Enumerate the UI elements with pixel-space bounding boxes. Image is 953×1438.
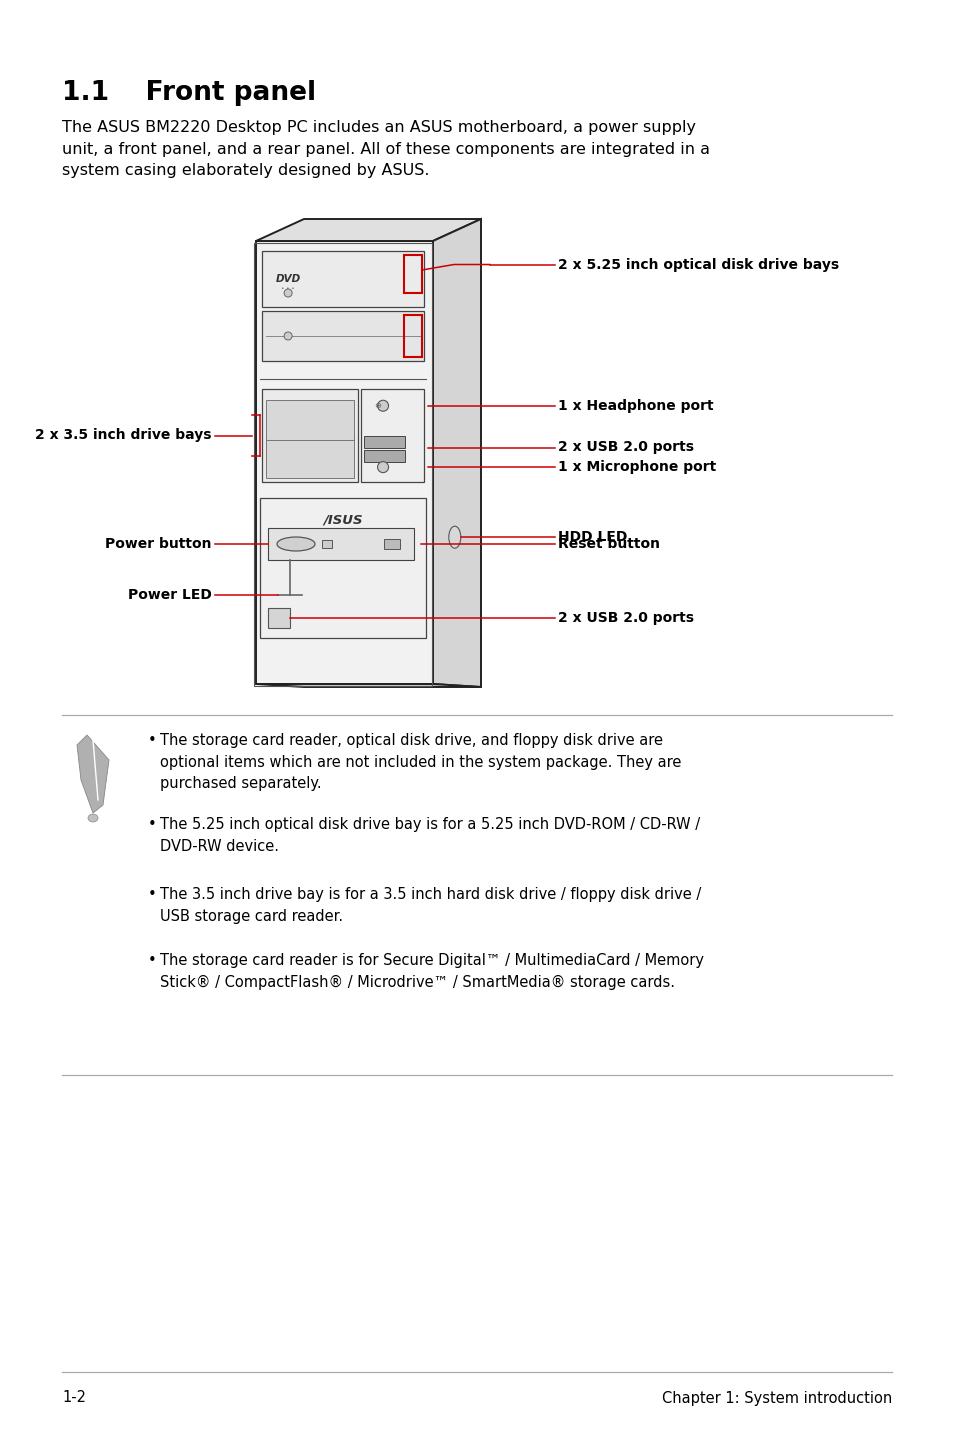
Text: The storage card reader, optical disk drive, and floppy disk drive are
optional : The storage card reader, optical disk dr… <box>160 733 680 791</box>
Text: •: • <box>148 817 156 833</box>
Text: /ISUS: /ISUS <box>323 513 362 526</box>
Text: DVD: DVD <box>275 275 300 283</box>
Bar <box>364 450 404 462</box>
Text: HDD LED: HDD LED <box>558 531 627 544</box>
Text: 1.1    Front panel: 1.1 Front panel <box>62 81 315 106</box>
Text: 1-2: 1-2 <box>62 1391 86 1405</box>
Bar <box>364 436 404 447</box>
Bar <box>403 315 421 357</box>
Polygon shape <box>433 219 480 687</box>
Text: 1 x Headphone port: 1 x Headphone port <box>558 398 713 413</box>
Circle shape <box>377 400 388 411</box>
Text: • • •: • • • <box>281 286 294 292</box>
Text: •: • <box>148 953 156 968</box>
Polygon shape <box>255 219 480 242</box>
Bar <box>268 528 414 559</box>
Text: •: • <box>148 733 156 748</box>
Bar <box>262 311 423 361</box>
Text: 2 x 3.5 inch drive bays: 2 x 3.5 inch drive bays <box>35 429 212 443</box>
Circle shape <box>377 462 388 473</box>
Text: Power LED: Power LED <box>128 588 212 603</box>
Polygon shape <box>255 684 480 687</box>
Text: The ASUS BM2220 Desktop PC includes an ASUS motherboard, a power supply
unit, a : The ASUS BM2220 Desktop PC includes an A… <box>62 119 709 178</box>
Bar <box>262 252 423 306</box>
Bar <box>360 390 423 482</box>
Text: The 3.5 inch drive bay is for a 3.5 inch hard disk drive / floppy disk drive /
U: The 3.5 inch drive bay is for a 3.5 inch… <box>160 887 700 923</box>
Text: The storage card reader is for Secure Digital™ / MultimediaCard / Memory
Stick® : The storage card reader is for Secure Di… <box>160 953 703 989</box>
Text: Power button: Power button <box>106 536 212 551</box>
Ellipse shape <box>88 814 98 823</box>
Text: Reset button: Reset button <box>558 536 659 551</box>
Text: Chapter 1: System introduction: Chapter 1: System introduction <box>661 1391 891 1405</box>
Bar <box>266 439 354 477</box>
Text: The 5.25 inch optical disk drive bay is for a 5.25 inch DVD-ROM / CD-RW /
DVD-RW: The 5.25 inch optical disk drive bay is … <box>160 817 700 854</box>
Bar <box>384 539 399 549</box>
Text: 1 x Microphone port: 1 x Microphone port <box>558 460 716 475</box>
Text: 2 x USB 2.0 ports: 2 x USB 2.0 ports <box>558 440 693 454</box>
Circle shape <box>284 289 292 298</box>
Bar <box>262 390 357 482</box>
Text: 2 x 5.25 inch optical disk drive bays: 2 x 5.25 inch optical disk drive bays <box>558 257 839 272</box>
Polygon shape <box>77 735 109 812</box>
Bar <box>268 608 290 628</box>
Ellipse shape <box>448 526 460 548</box>
Bar <box>266 400 354 440</box>
Ellipse shape <box>276 536 314 551</box>
Bar <box>322 541 332 548</box>
Bar <box>260 498 426 638</box>
Text: ⊕: ⊕ <box>375 401 381 410</box>
Bar <box>403 255 421 293</box>
Text: 2 x USB 2.0 ports: 2 x USB 2.0 ports <box>558 611 693 626</box>
Circle shape <box>284 332 292 339</box>
Polygon shape <box>255 242 433 684</box>
Text: •: • <box>148 887 156 902</box>
